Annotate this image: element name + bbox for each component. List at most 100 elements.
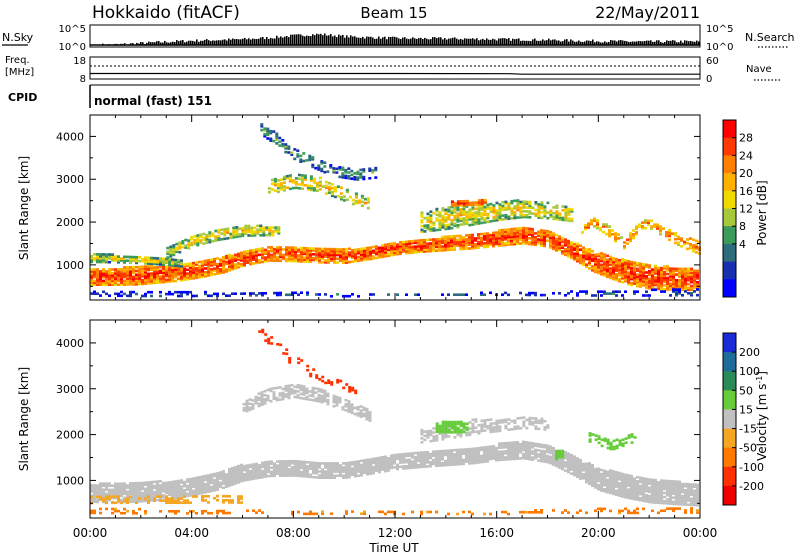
- heatmap-cell: [594, 266, 597, 270]
- heatmap-cell: [277, 226, 281, 229]
- heatmap-cell: [393, 249, 396, 253]
- heatmap-cell: [285, 250, 288, 253]
- heatmap-cell: [678, 269, 681, 273]
- nsky-sample: [420, 37, 422, 46]
- nsky-sample: [372, 37, 374, 46]
- nsky-sample: [296, 34, 298, 46]
- heatmap-cell: [411, 249, 414, 252]
- nsky-sample: [272, 38, 274, 46]
- heatmap-cell: [90, 490, 93, 493]
- heatmap-cell: [405, 246, 408, 249]
- heatmap-cell: [642, 266, 645, 270]
- cpid-label: CPID: [8, 91, 37, 104]
- heatmap-cell: [450, 457, 453, 460]
- heatmap-cell: [659, 229, 662, 232]
- heatmap-cell: [426, 220, 430, 223]
- heatmap-cell: [627, 275, 630, 278]
- heatmap-cell: [588, 257, 591, 261]
- nsky-sample: [264, 39, 266, 46]
- heatmap-cell: [507, 205, 511, 209]
- heatmap-cell: [453, 224, 457, 227]
- nsky-sample: [634, 41, 636, 46]
- heatmap-cell: [159, 281, 162, 284]
- heatmap-cell: [264, 463, 267, 466]
- heatmap-cell: [489, 202, 493, 206]
- heatmap-cell: [123, 268, 126, 271]
- heatmap-cell: [429, 214, 433, 217]
- heatmap-cell: [228, 472, 231, 475]
- heatmap-cell: [399, 461, 402, 464]
- heatmap-cell: [657, 278, 660, 281]
- heatmap-cell: [216, 478, 219, 481]
- heatmap-cell: [423, 465, 426, 468]
- heatmap-cell: [459, 240, 462, 243]
- heatmap-cell: [648, 482, 651, 485]
- heatmap-cell: [570, 462, 573, 465]
- heatmap-cell: [285, 174, 289, 178]
- heatmap-cell: [219, 258, 222, 262]
- heatmap-cell: [348, 469, 351, 473]
- heatmap-cell: [567, 253, 570, 256]
- heatmap-cell: [183, 272, 186, 276]
- heatmap-cell: [447, 244, 450, 248]
- heatmap-cell: [405, 293, 408, 296]
- heatmap-cell: [573, 473, 576, 477]
- heatmap-cell: [606, 480, 609, 484]
- heatmap-cell: [312, 469, 315, 473]
- heatmap-cell: [135, 259, 138, 263]
- heatmap-cell: [396, 463, 399, 467]
- heatmap-cell: [204, 482, 207, 486]
- heatmap-cell: [303, 258, 306, 261]
- heatmap-cell: [612, 478, 615, 481]
- heatmap-cell: [543, 452, 546, 455]
- nsky-sample: [402, 37, 404, 46]
- heatmap-cell: [408, 464, 411, 468]
- heatmap-cell: [249, 260, 252, 264]
- heatmap-cell: [285, 253, 288, 257]
- heatmap-cell: [327, 253, 330, 257]
- heatmap-cell: [177, 268, 180, 271]
- heatmap-cell: [456, 463, 459, 466]
- heatmap-cell: [204, 274, 207, 278]
- heatmap-cell: [630, 264, 633, 268]
- heatmap-cell: [675, 482, 678, 485]
- heatmap-cell: [687, 277, 690, 280]
- heatmap-cell: [381, 251, 384, 255]
- heatmap-cell: [129, 490, 132, 493]
- heatmap-cell: [642, 479, 645, 482]
- heatmap-cell: [195, 270, 198, 274]
- heatmap-cell: [531, 206, 535, 210]
- heatmap-cell: [252, 262, 255, 265]
- heatmap-cell: [573, 467, 576, 471]
- heatmap-cell: [642, 483, 645, 486]
- heatmap-cell: [252, 258, 255, 261]
- heatmap-cell: [642, 487, 645, 490]
- heatmap-cell: [483, 200, 487, 204]
- heatmap-cell: [288, 460, 291, 463]
- heatmap-cell: [333, 470, 336, 473]
- heatmap-cell: [368, 167, 372, 171]
- heatmap-cell: [624, 475, 627, 479]
- heatmap-cell: [651, 484, 654, 488]
- heatmap-cell: [207, 474, 210, 477]
- heatmap-cell: [525, 453, 528, 456]
- heatmap-cell: [474, 246, 477, 250]
- heatmap-cell: [600, 483, 603, 486]
- heatmap-cell: [159, 279, 162, 282]
- heatmap-cell: [639, 486, 642, 490]
- heatmap-cell: [570, 250, 573, 254]
- heatmap-cell: [609, 257, 612, 261]
- heatmap-cell: [153, 260, 156, 264]
- heatmap-cell: [205, 233, 209, 237]
- heatmap-cell: [588, 259, 591, 263]
- heatmap-cell: [525, 455, 528, 458]
- heatmap-cell: [492, 204, 496, 207]
- heatmap-cell: [453, 246, 456, 249]
- heatmap-cell: [614, 234, 617, 237]
- heatmap-cell: [474, 455, 477, 458]
- heatmap-cell: [171, 274, 174, 277]
- heatmap-cell: [558, 462, 561, 465]
- heatmap-cell: [426, 218, 430, 221]
- heatmap-cell: [681, 503, 684, 506]
- heatmap-cell: [429, 462, 432, 466]
